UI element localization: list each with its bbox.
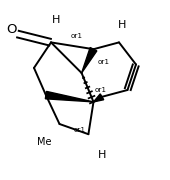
Text: or1: or1	[98, 59, 110, 65]
Polygon shape	[94, 94, 104, 102]
Polygon shape	[45, 91, 94, 102]
Polygon shape	[82, 48, 97, 73]
Text: or1: or1	[74, 127, 86, 133]
Text: or1: or1	[94, 87, 106, 93]
Text: H: H	[98, 150, 106, 160]
Text: O: O	[7, 23, 17, 36]
Text: Me: Me	[37, 137, 52, 147]
Text: H: H	[118, 20, 127, 30]
Text: or1: or1	[71, 33, 83, 39]
Text: H: H	[52, 15, 60, 25]
